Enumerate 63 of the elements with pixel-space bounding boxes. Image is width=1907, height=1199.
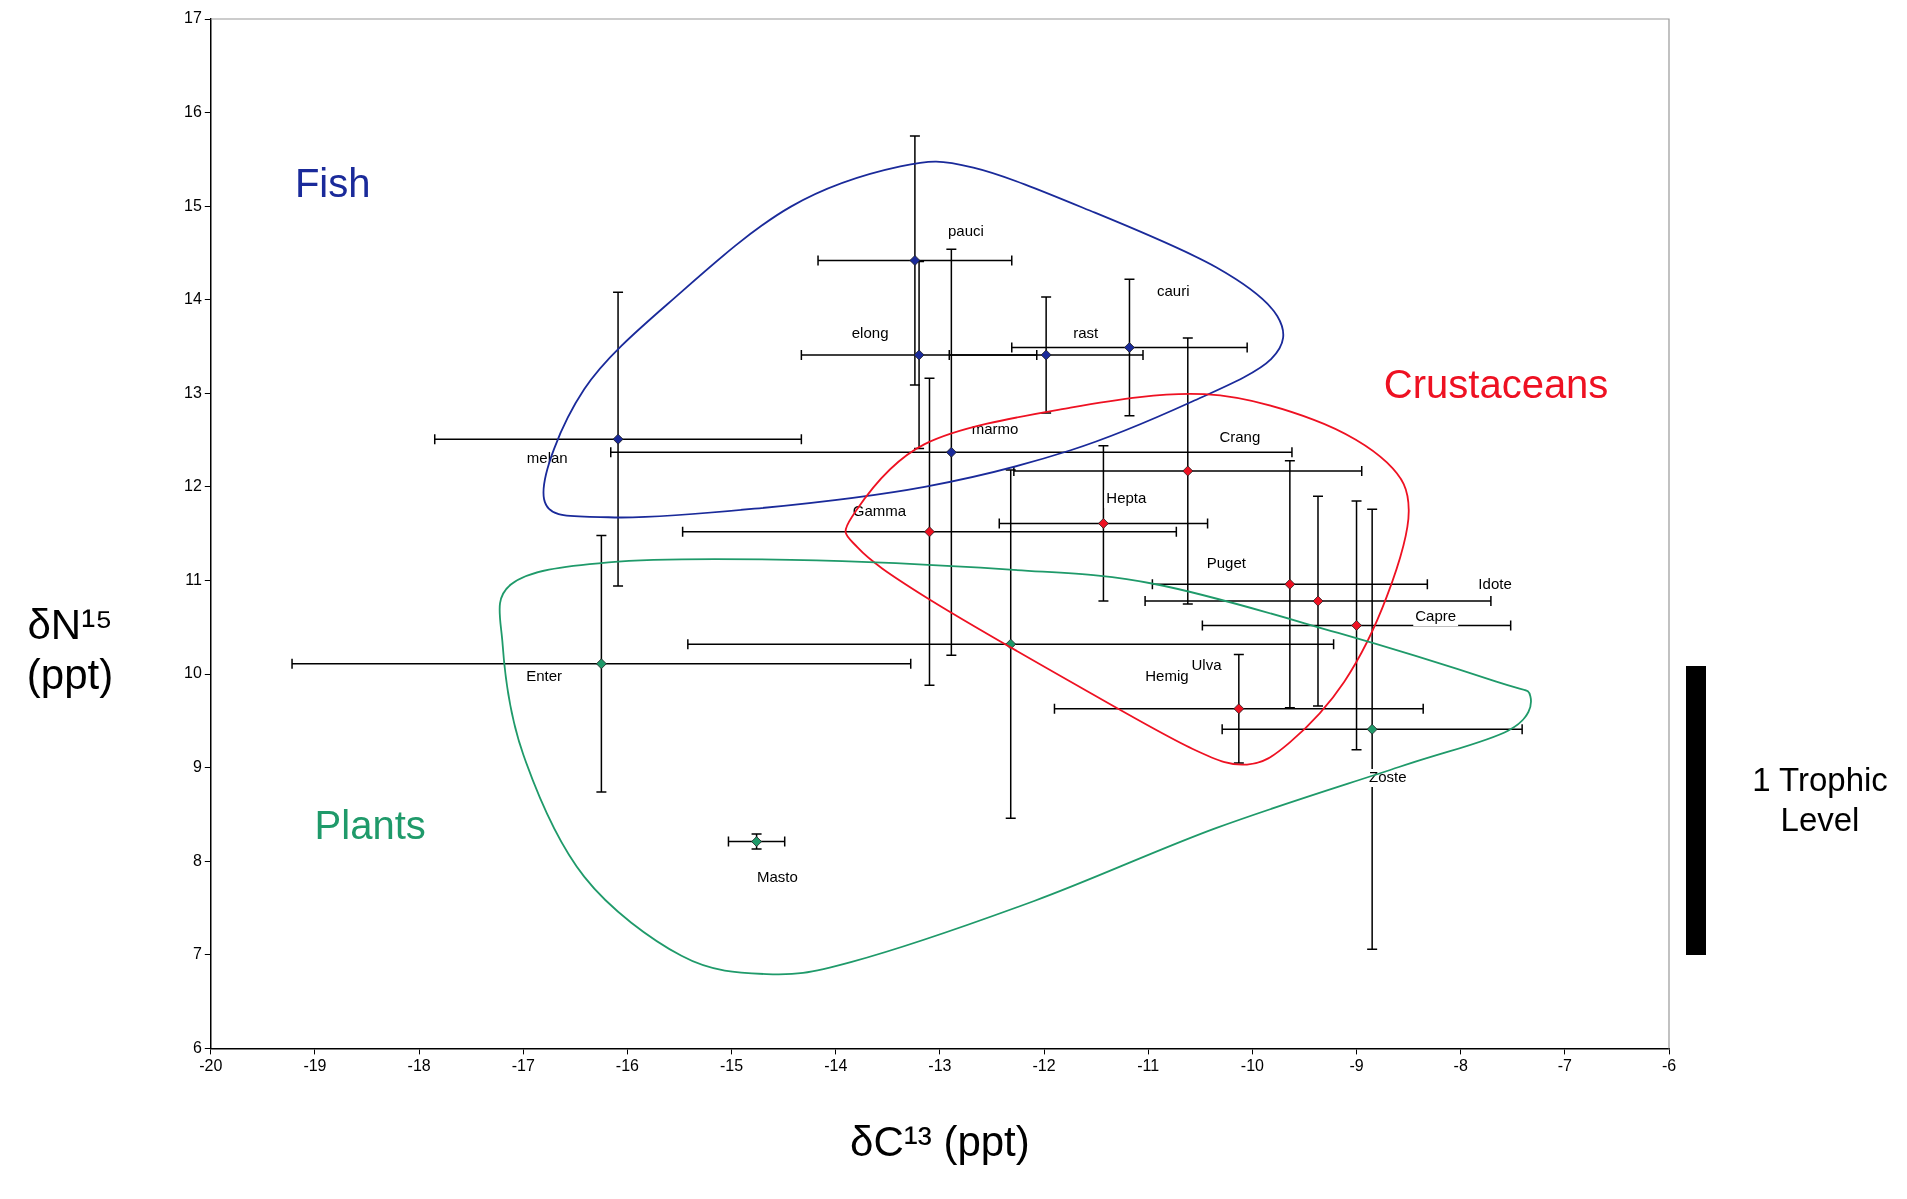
text: Fish <box>294 160 371 205</box>
y-tick-label: 14 <box>184 290 202 308</box>
annotation: marmo <box>971 419 1019 437</box>
point <box>924 526 935 538</box>
x-tick-label: -20 <box>199 1057 223 1075</box>
x-tick-label: -17 <box>511 1057 535 1075</box>
y-tick-label: 13 <box>184 383 202 401</box>
x-tick-label: -19 <box>303 1057 327 1075</box>
x-tick-label: -11 <box>1137 1057 1160 1075</box>
annotation: Enter <box>526 667 563 685</box>
point <box>595 658 607 670</box>
annotation: Idote <box>1478 575 1512 593</box>
text: Plants <box>314 802 426 847</box>
annotation: Capre <box>1415 607 1457 625</box>
annotation: rast <box>1073 323 1100 341</box>
point <box>1366 723 1378 735</box>
y-tick-label: 16 <box>184 102 202 120</box>
y-tick-label: 10 <box>184 664 202 682</box>
point <box>1351 620 1362 631</box>
annotation: pauci <box>948 221 984 239</box>
x-tick-label: -13 <box>928 1057 952 1075</box>
text: Crustaceans <box>1383 361 1609 406</box>
text: 1 Trophic Level <box>1751 760 1889 840</box>
y-tick-label: 15 <box>184 196 202 214</box>
annotation: Zoste <box>1369 768 1407 786</box>
point <box>1284 578 1296 590</box>
annotation: Hepta <box>1106 489 1148 507</box>
point <box>1098 518 1109 529</box>
x-tick-label: -14 <box>824 1057 848 1075</box>
x-tick-label: -18 <box>407 1057 431 1075</box>
x-tick-label: -8 <box>1453 1057 1468 1075</box>
x-tick-label: -15 <box>720 1057 744 1075</box>
point <box>1182 465 1194 477</box>
point <box>1312 595 1324 607</box>
x-axis-title: δC¹³ (ppt) <box>850 1118 1030 1166</box>
annotation: Hemig <box>1145 667 1189 685</box>
annotation: Crang <box>1219 428 1261 446</box>
y-tick-label: 6 <box>192 1038 202 1056</box>
point <box>913 349 925 361</box>
x-tick-label: -9 <box>1349 1057 1364 1075</box>
y-tick-label: 9 <box>192 758 202 776</box>
point <box>1233 703 1245 715</box>
x-tick-label: -7 <box>1557 1057 1573 1075</box>
x-tick-label: -10 <box>1240 1057 1265 1075</box>
annotation: Puget <box>1206 553 1247 571</box>
y-tick-label: 17 <box>184 9 202 27</box>
point <box>945 446 957 458</box>
annotation: Ulva <box>1191 655 1223 673</box>
y-axis-title: δN¹⁵ (ppt) <box>25 600 115 700</box>
annotation: elong <box>851 323 889 341</box>
y-tick-label: 11 <box>185 570 202 588</box>
y-tick-label: 12 <box>184 477 202 495</box>
point <box>1124 342 1135 353</box>
x-tick-label: -6 <box>1661 1057 1677 1075</box>
point <box>909 255 921 266</box>
point <box>1040 349 1052 361</box>
y-tick-label: 8 <box>192 851 202 869</box>
annotation: cauri <box>1156 282 1190 300</box>
x-tick-label: -12 <box>1032 1057 1056 1075</box>
annotation: Masto <box>756 868 798 886</box>
point <box>612 433 624 445</box>
y-tick-label: 7 <box>192 945 202 963</box>
x-tick-label: -16 <box>615 1057 640 1075</box>
